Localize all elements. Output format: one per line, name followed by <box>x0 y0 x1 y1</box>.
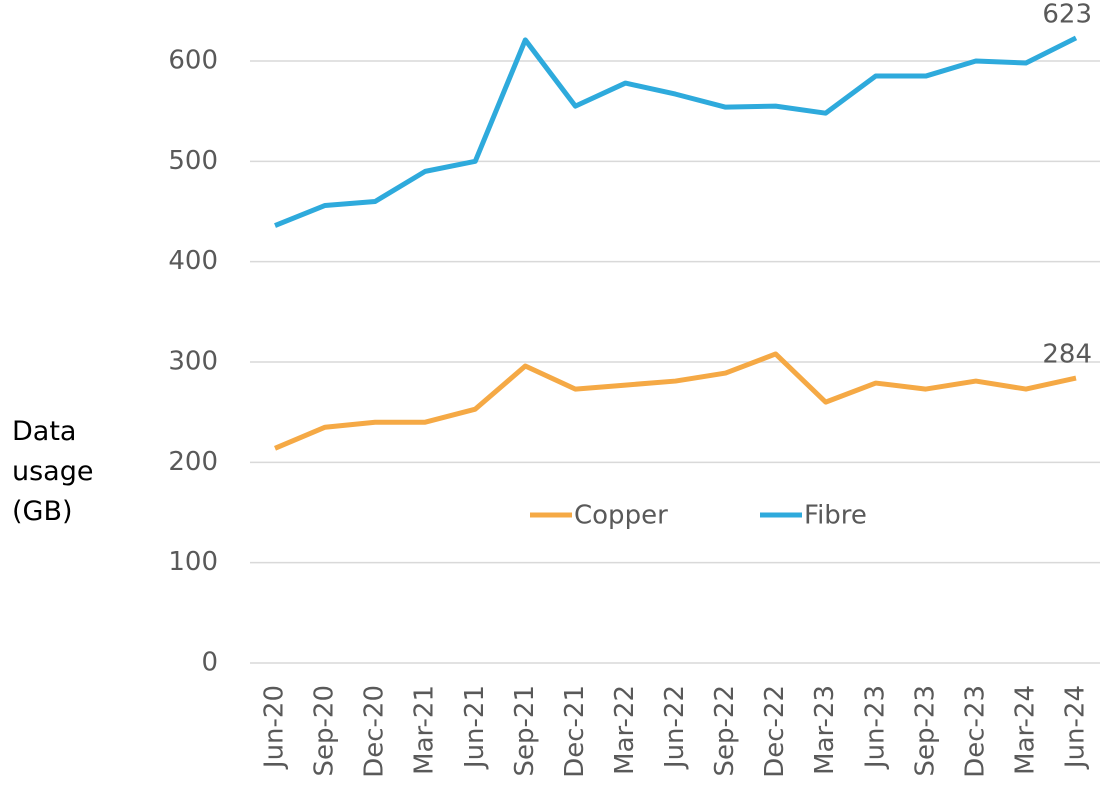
x-tick-label: Mar-24 <box>1010 685 1040 775</box>
x-tick-label: Mar-23 <box>810 685 840 775</box>
y-tick-label: 200 <box>168 447 218 477</box>
y-tick-label: 600 <box>168 46 218 76</box>
x-tick-label: Dec-21 <box>560 685 590 778</box>
x-tick-label: Sep-23 <box>910 685 940 776</box>
y-tick-label: 300 <box>168 347 218 377</box>
x-tick-label: Dec-22 <box>760 685 790 778</box>
y-tick-label: 0 <box>201 648 218 678</box>
x-tick-label: Sep-21 <box>510 685 540 776</box>
legend-label: Copper <box>574 501 668 531</box>
series-line <box>274 351 1077 451</box>
x-tick-label: Dec-23 <box>960 685 990 778</box>
legend-label: Fibre <box>804 501 867 531</box>
x-tick-label: Sep-22 <box>710 685 740 776</box>
x-tick-label: Jun-21 <box>460 685 490 770</box>
x-tick-label: Jun-24 <box>1061 685 1091 770</box>
data-label: 623 <box>1042 0 1092 29</box>
y-tick-label: 100 <box>168 547 218 577</box>
x-tick-label: Jun-23 <box>860 685 890 770</box>
y-tick-label: 400 <box>168 246 218 276</box>
x-tick-label: Mar-21 <box>410 685 440 775</box>
x-tick-label: Dec-20 <box>360 685 390 778</box>
x-tick-label: Sep-20 <box>310 685 340 776</box>
x-tick-label: Mar-22 <box>610 685 640 775</box>
x-tick-label: Jun-22 <box>660 685 690 770</box>
series-line <box>274 35 1078 228</box>
data-label: 284 <box>1042 340 1092 370</box>
x-tick-label: Jun-20 <box>260 685 290 770</box>
y-axis-label: Data usage (GB) <box>12 416 94 527</box>
y-tick-label: 500 <box>168 146 218 176</box>
